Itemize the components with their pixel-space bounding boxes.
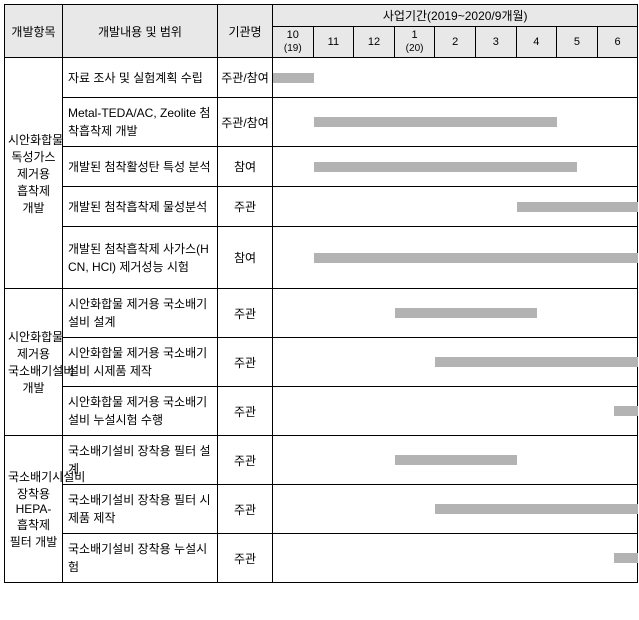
org-cell: 주관 [218,187,273,227]
org-cell: 주관 [218,387,273,436]
dev-item-cell: 시안화합물 독성가스 제거용 흡착제 개발 [5,58,63,289]
gantt-bar [314,253,639,263]
table-row: 개발된 첨착흡착제 사가스(HCN, HCl) 제거성능 시험참여 [5,227,638,289]
gantt-cell [273,338,638,387]
org-cell: 주관 [218,436,273,485]
content-cell: 자료 조사 및 실험계획 수립 [63,58,218,98]
gantt-bar [517,202,639,212]
gantt-bar [435,504,638,514]
gantt-cell [273,436,638,485]
org-cell: 주관 [218,534,273,583]
gantt-bar [614,553,638,563]
gantt-bar [273,73,314,83]
gantt-bar [614,406,638,416]
table-row: 국소배기설비 장착용 누설시험주관 [5,534,638,583]
col-period-title: 사업기간(2019~2020/9개월) [273,5,638,27]
gantt-bar [314,162,578,172]
table-row: 시안화합물 독성가스 제거용 흡착제 개발자료 조사 및 실험계획 수립주관/참… [5,58,638,98]
gantt-cell [273,58,638,98]
org-cell: 주관/참여 [218,58,273,98]
org-cell: 주관 [218,485,273,534]
table-row: 시안화합물 제거용 국소배기설비 누설시험 수행주관 [5,387,638,436]
month-header-cell: 10(19) [273,27,314,58]
col-content-scope: 개발내용 및 범위 [63,5,218,58]
gantt-bar [395,455,517,465]
table-row: 시안화합물 제거용 국소배기설비 개발시안화합물 제거용 국소배기설비 설계주관 [5,289,638,338]
table-row: 국소배기설비 장착용 필터 시제품 제작주관 [5,485,638,534]
dev-item-cell: 시안화합물 제거용 국소배기설비 개발 [5,289,63,436]
table-row: 개발된 첨착활성탄 특성 분석참여 [5,147,638,187]
month-header-cell: 12 [354,27,395,58]
month-header-cell: 11 [313,27,354,58]
table-row: 개발된 첨착흡착제 물성분석주관 [5,187,638,227]
col-dev-item: 개발항목 [5,5,63,58]
month-header-cell: 3 [475,27,516,58]
content-cell: Metal-TEDA/AC, Zeolite 첨착흡착제 개발 [63,98,218,147]
org-cell: 참여 [218,147,273,187]
content-cell: 시안화합물 제거용 국소배기설비 시제품 제작 [63,338,218,387]
col-org: 기관명 [218,5,273,58]
gantt-cell [273,289,638,338]
gantt-bar [435,357,638,367]
content-cell: 국소배기설비 장착용 필터 시제품 제작 [63,485,218,534]
month-header-cell: 1(20) [394,27,435,58]
content-cell: 국소배기설비 장착용 필터 설계 [63,436,218,485]
table-row: Metal-TEDA/AC, Zeolite 첨착흡착제 개발주관/참여 [5,98,638,147]
content-cell: 시안화합물 제거용 국소배기설비 누설시험 수행 [63,387,218,436]
org-cell: 주관 [218,289,273,338]
content-cell: 개발된 첨착활성탄 특성 분석 [63,147,218,187]
org-cell: 참여 [218,227,273,289]
gantt-cell [273,147,638,187]
gantt-cell [273,387,638,436]
table-row: 시안화합물 제거용 국소배기설비 시제품 제작주관 [5,338,638,387]
schedule-table: 개발항목 개발내용 및 범위 기관명 사업기간(2019~2020/9개월) 1… [4,4,638,583]
gantt-cell [273,534,638,583]
gantt-cell [273,485,638,534]
month-header-cell: 6 [597,27,638,58]
content-cell: 국소배기설비 장착용 누설시험 [63,534,218,583]
org-cell: 주관/참여 [218,98,273,147]
gantt-cell [273,187,638,227]
content-cell: 개발된 첨착흡착제 사가스(HCN, HCl) 제거성능 시험 [63,227,218,289]
dev-item-cell: 국소배기시설비 장착용 HEPA-흡착제 필터 개발 [5,436,63,583]
table-header: 개발항목 개발내용 및 범위 기관명 사업기간(2019~2020/9개월) 1… [5,5,638,58]
content-cell: 개발된 첨착흡착제 물성분석 [63,187,218,227]
gantt-cell [273,227,638,289]
gantt-cell [273,98,638,147]
month-header-cell: 2 [435,27,476,58]
gantt-bar [395,308,537,318]
month-header-cell: 4 [516,27,557,58]
org-cell: 주관 [218,338,273,387]
table-body: 시안화합물 독성가스 제거용 흡착제 개발자료 조사 및 실험계획 수립주관/참… [5,58,638,583]
gantt-bar [314,117,558,127]
table-row: 국소배기시설비 장착용 HEPA-흡착제 필터 개발국소배기설비 장착용 필터 … [5,436,638,485]
content-cell: 시안화합물 제거용 국소배기설비 설계 [63,289,218,338]
month-header-cell: 5 [557,27,598,58]
